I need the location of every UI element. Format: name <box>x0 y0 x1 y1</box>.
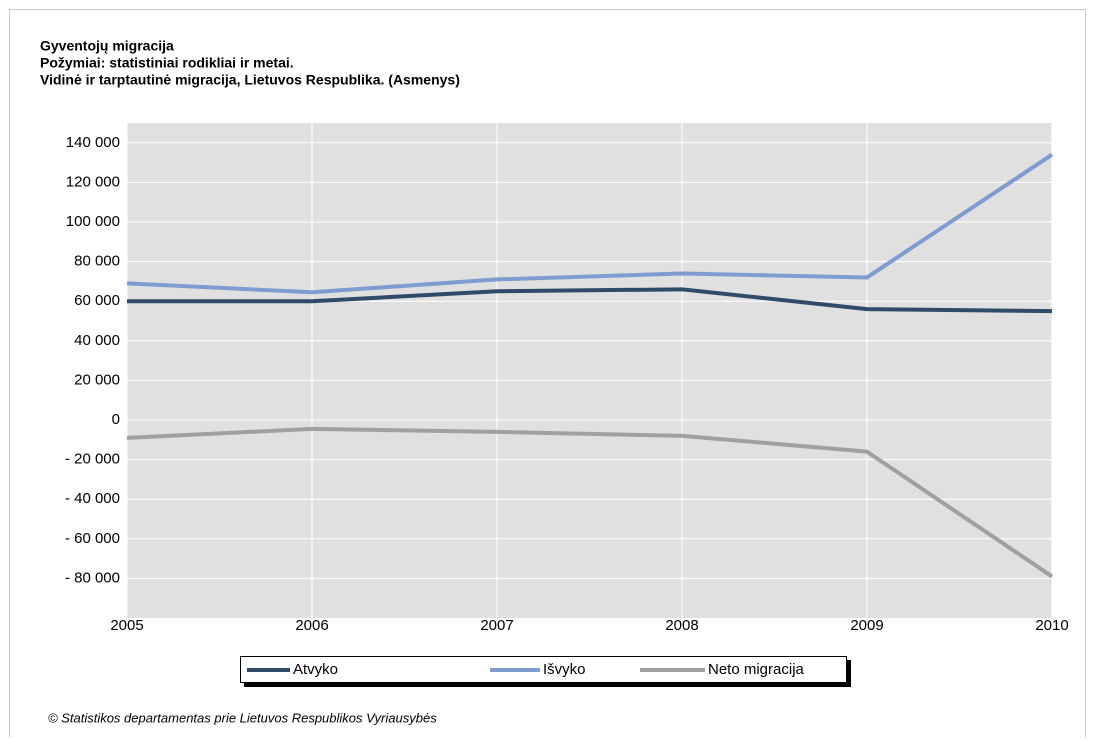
y-tick-label: 100 000 <box>66 213 120 230</box>
legend-label: Neto migracija <box>708 661 805 678</box>
y-tick-label: 20 000 <box>74 371 120 388</box>
x-tick-label: 2008 <box>665 617 698 634</box>
x-tick-label: 2006 <box>295 617 328 634</box>
y-tick-label: 140 000 <box>66 134 120 151</box>
series-line <box>126 426 1054 579</box>
legend-label: Atvyko <box>293 661 338 678</box>
x-tick-label: 2005 <box>110 617 143 634</box>
y-tick-label: - 40 000 <box>65 490 120 507</box>
x-tick-label: 2007 <box>480 617 513 634</box>
series-line <box>127 287 1053 314</box>
chart-subtitle: Požymiai: statistiniai rodikliai ir meta… <box>40 55 294 71</box>
y-tick-label: - 80 000 <box>65 569 120 586</box>
y-tick-label: 40 000 <box>74 332 120 349</box>
legend-entries: Atvyko Išvyko Neto migracija <box>247 661 805 678</box>
y-tick-label: 120 000 <box>66 173 120 190</box>
plot-area <box>127 123 1052 618</box>
chart-subtitle: Vidinė ir tarptautinė migracija, Lietuvo… <box>40 72 460 88</box>
y-tick-label: - 20 000 <box>65 451 120 468</box>
y-tick-label: 80 000 <box>74 253 120 270</box>
y-tick-label: - 60 000 <box>65 530 120 547</box>
footer: © Statistikos departamentas prie Lietuvo… <box>48 710 437 725</box>
legend <box>240 656 847 683</box>
x-tick-label: 2009 <box>850 617 883 634</box>
series-line <box>126 153 1054 295</box>
y-tick-label: 60 000 <box>74 292 120 309</box>
x-tick-label: 2010 <box>1035 617 1068 634</box>
legend-label: Išvyko <box>543 661 586 678</box>
chart-title: Gyventojų migracija <box>40 38 174 54</box>
lines <box>126 153 1054 579</box>
y-tick-label: 0 <box>112 411 120 428</box>
